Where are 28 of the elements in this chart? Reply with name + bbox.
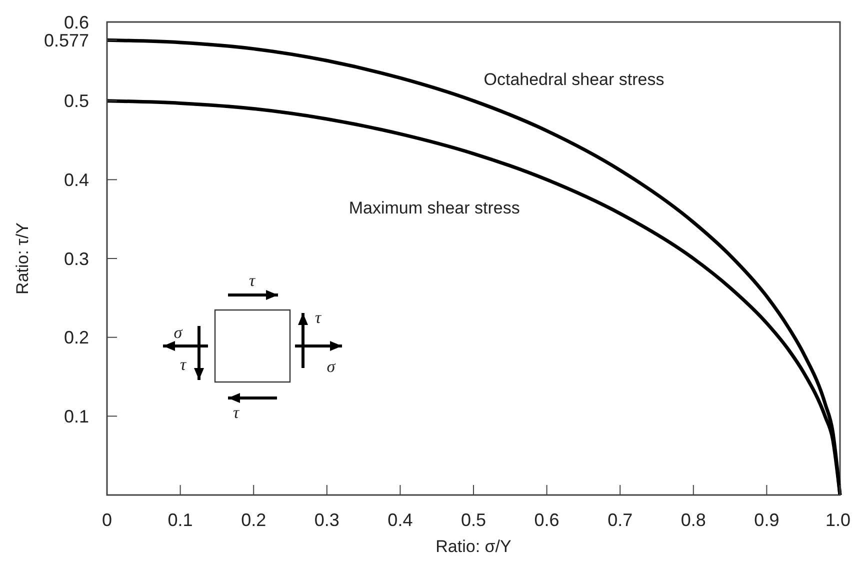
y-tick-label: 0.3 xyxy=(64,248,89,269)
x-tick-label: 0.3 xyxy=(314,510,340,530)
annotation: τ xyxy=(314,308,322,327)
series-label: Maximum shear stress xyxy=(348,198,520,218)
x-tick-label: 0 xyxy=(102,510,112,530)
annotation: τ xyxy=(248,271,256,290)
x-tick-label: 0.6 xyxy=(534,510,560,530)
x-tick-label: 0.1 xyxy=(168,510,193,530)
annotation: τ xyxy=(232,403,240,422)
annotation: τ xyxy=(180,355,187,374)
x-tick-label: 0.7 xyxy=(608,510,633,530)
y-tick-label: 0.577 xyxy=(44,30,89,50)
y-tick-label: 0.2 xyxy=(64,328,89,348)
x-tick-label: 0.5 xyxy=(460,510,486,530)
x-tick-label: 1.0 xyxy=(825,510,851,530)
y-tick-label: 0.6 xyxy=(64,12,89,32)
x-tick-label: 0.9 xyxy=(754,510,780,530)
y-tick-label: 0.4 xyxy=(64,170,89,190)
x-tick-label: 0.4 xyxy=(388,510,413,530)
y-tick-label: 0.1 xyxy=(64,406,89,426)
y-tick-label: 0.5 xyxy=(64,91,89,112)
annotation: σ xyxy=(326,357,336,376)
x-tick-label: 0.8 xyxy=(680,510,706,530)
x-tick-label: 0.2 xyxy=(241,510,266,530)
series-label: Octahedral shear stress xyxy=(484,70,664,90)
x-axis-title: Ratio: σ/Y xyxy=(436,537,512,556)
annotation: σ xyxy=(174,323,183,342)
y-axis-title: Ratio: τ/Y xyxy=(13,222,32,294)
